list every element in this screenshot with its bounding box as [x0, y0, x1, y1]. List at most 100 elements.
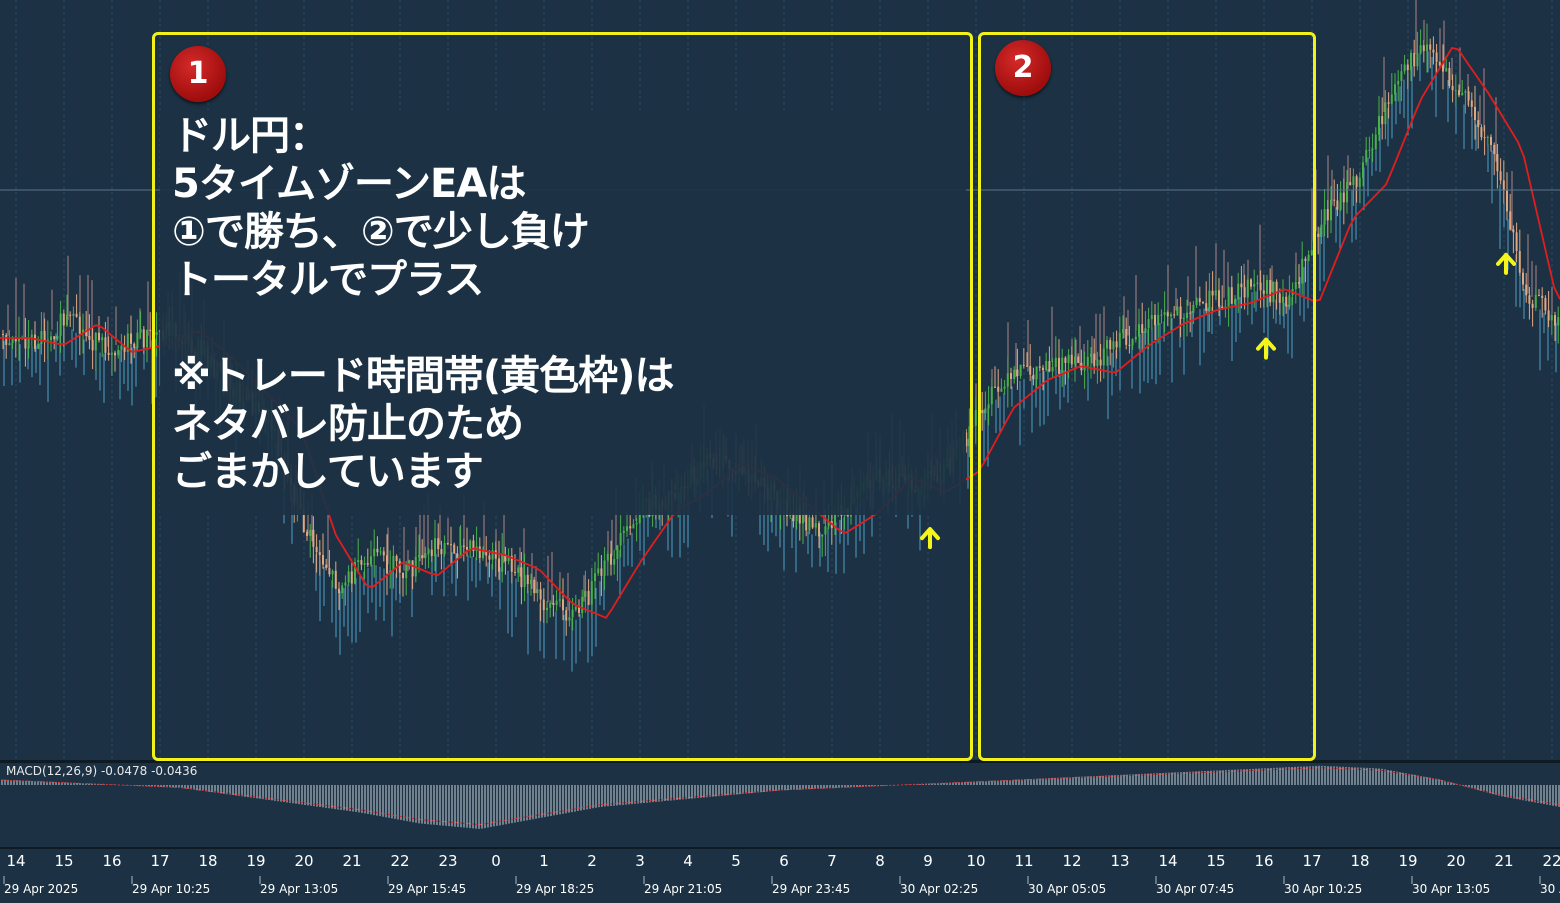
candle-body — [408, 560, 411, 565]
candle-body — [1077, 356, 1080, 363]
hour-tick-label: 17 — [150, 852, 169, 870]
candle-body — [1298, 282, 1300, 284]
candle-body — [11, 339, 14, 344]
candle-body — [376, 548, 379, 553]
note-line: ネタバレ防止のため — [172, 401, 524, 447]
candle-body — [491, 550, 494, 560]
note-line: 5タイムゾーンEAは — [172, 161, 526, 207]
candle-body — [1042, 367, 1044, 371]
candle-body — [1483, 137, 1486, 139]
candle-body — [149, 329, 152, 331]
hour-tick-label: 13 — [1110, 852, 1129, 870]
candle-body — [1189, 312, 1192, 314]
candle-body — [1534, 294, 1537, 308]
candle-body — [1538, 294, 1540, 296]
hour-tick-label: 18 — [198, 852, 217, 870]
candle-body — [146, 329, 148, 348]
candle-body — [110, 352, 113, 355]
candle-body — [1278, 293, 1281, 303]
candle-body — [1266, 280, 1268, 294]
candle-body — [1109, 340, 1112, 350]
candle-body — [395, 555, 398, 561]
candle-body — [130, 333, 132, 344]
candle-body — [485, 550, 488, 556]
candle-body — [1307, 254, 1310, 261]
date-tick-label: 29 Apr 18:25 — [516, 882, 594, 896]
candle-body — [14, 339, 17, 342]
candle-body — [1381, 116, 1384, 125]
candle-body — [1397, 80, 1400, 85]
candle-body — [1234, 299, 1236, 304]
hour-tick-label: 20 — [1446, 852, 1465, 870]
date-tick-label: 29 Apr 15:45 — [388, 882, 466, 896]
candle-body — [1090, 353, 1092, 357]
candle-body — [1061, 357, 1064, 374]
candle-body — [629, 526, 632, 529]
candle-body — [981, 410, 984, 414]
candle-body — [1320, 224, 1323, 237]
candle-body — [1214, 290, 1217, 296]
candle-body — [1093, 353, 1096, 367]
candle-body — [1253, 283, 1256, 287]
hour-tick-label: 18 — [1350, 852, 1369, 870]
candle-body — [101, 337, 104, 341]
candle-body — [53, 336, 56, 340]
hour-tick-label: 22 — [1542, 852, 1560, 870]
candle-body — [1429, 44, 1432, 50]
candle-body — [379, 551, 382, 553]
candle-body — [581, 596, 584, 614]
candle-body — [501, 554, 504, 572]
candle-body — [1259, 282, 1262, 291]
candle-body — [341, 585, 344, 594]
candle-body — [1333, 199, 1336, 201]
candle-body — [85, 329, 88, 336]
candle-body — [974, 410, 977, 426]
candle-body — [1262, 290, 1265, 294]
candle-body — [997, 386, 1000, 392]
candle-body — [574, 606, 577, 610]
candle-body — [446, 543, 449, 545]
candle-body — [117, 349, 120, 356]
macd-label: MACD(12,26,9) -0.0478 -0.0436 — [6, 764, 198, 778]
candle-body — [526, 574, 529, 585]
candle-body — [366, 563, 369, 565]
candle-body — [1294, 282, 1297, 289]
candle-body — [1250, 279, 1252, 287]
candle-body — [1400, 71, 1403, 81]
candle-body — [1272, 281, 1275, 303]
candle-body — [821, 534, 824, 537]
candle-body — [1211, 290, 1214, 296]
candle-body — [1384, 102, 1387, 125]
hour-tick-label: 14 — [6, 852, 25, 870]
candle-body — [1125, 329, 1128, 345]
candle-body — [469, 540, 472, 550]
candle-body — [1317, 233, 1320, 237]
candle-body — [594, 573, 596, 582]
candle-body — [1122, 329, 1124, 333]
candle-body — [66, 314, 68, 326]
indicator-separator — [0, 760, 1560, 763]
candle-body — [1528, 295, 1531, 304]
buy-arrow-icon — [1496, 252, 1516, 275]
candle-body — [104, 337, 107, 353]
candle-body — [549, 603, 552, 608]
candle-body — [1154, 314, 1156, 326]
candle-body — [1240, 283, 1243, 288]
candle-body — [616, 545, 619, 560]
candle-body — [1102, 348, 1105, 366]
candle-body — [1163, 312, 1166, 315]
candle-body — [1048, 361, 1051, 372]
candle-body — [802, 513, 804, 524]
candle-body — [98, 332, 100, 341]
zone-badge-2: 2 — [995, 40, 1051, 96]
candle-body — [357, 560, 360, 563]
candle-body — [2, 334, 4, 336]
candle-body — [1541, 295, 1544, 298]
candle-body — [347, 571, 350, 583]
note-line: ドル円： — [172, 113, 329, 159]
candle-body — [1208, 290, 1211, 312]
note-line: ※トレード時間帯(黄色枠)は — [172, 353, 674, 399]
candle-body — [1330, 199, 1332, 221]
candle-body — [1192, 304, 1195, 313]
candle-body — [626, 526, 628, 531]
